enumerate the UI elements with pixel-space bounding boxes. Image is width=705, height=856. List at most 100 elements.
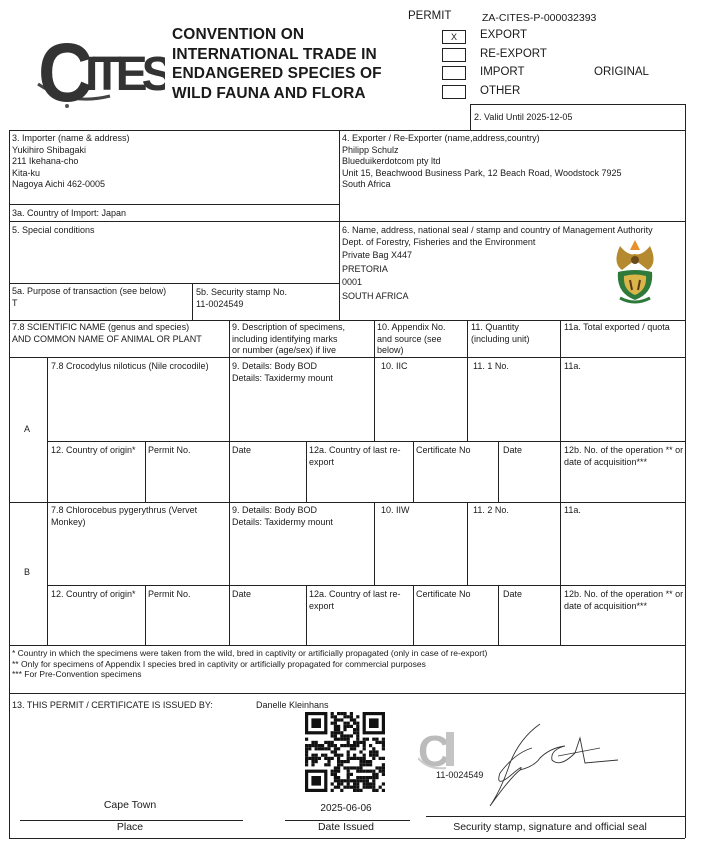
specimen-description: 9. Details: Body BOD Details: Taxidermy … (232, 505, 333, 528)
footnote: ** Only for specimens of Appendix I spec… (12, 658, 426, 669)
export-label: EXPORT (480, 29, 528, 41)
total-header: 11a. Total exported / quota (564, 322, 670, 332)
specimen-quantity: 11. 2 No. (473, 505, 509, 515)
place-label: Place (116, 821, 144, 833)
operation-number: 12b. No. of the operation ** or date of … (564, 445, 684, 467)
special-conditions-label: 5. Special conditions (12, 225, 95, 235)
description-line: Details: Taxidermy mount (232, 516, 333, 527)
security-stamp-image: C (417, 727, 478, 776)
certificate-no: Certificate No (416, 445, 471, 455)
importer-line: Yukihiro Shibagaki (12, 144, 87, 155)
quantity-header: 11. Quantity (including unit) (471, 322, 530, 345)
place-value: Cape Town (103, 799, 157, 811)
country-last-reexport: 12a. Country of last re-export (309, 445, 401, 467)
security-stamp-label: 5b. Security stamp No. (196, 287, 288, 297)
header-line: 10. Appendix No. (377, 322, 446, 332)
description-line: 9. Details: Body BOD (232, 505, 318, 515)
purpose-label: 5a. Purpose of transaction (see below) (12, 286, 167, 296)
specimen-description: 9. Details: Body BOD Details: Taxidermy … (232, 361, 333, 384)
date-issued-value: 2025-06-06 (320, 803, 372, 814)
certificate-no: Certificate No (416, 589, 471, 599)
permit-no: Permit No. (148, 445, 191, 455)
date: Date (232, 445, 252, 455)
description-header: 9. Description of specimens, including i… (232, 322, 345, 357)
security-stamp-section: 5b. Security stamp No. 11-0024549 (196, 287, 287, 310)
importer-section: 3. Importer (name & address) Yukihiro Sh… (12, 133, 130, 191)
country-of-origin: 12. Country of origin* (51, 445, 136, 455)
authority-section: 6. Name, address, national seal / stamp … (342, 225, 653, 302)
specimen-quantity: 11. 1 No. (473, 361, 509, 371)
importer-line: Nagoya Aichi 462-0005 (12, 179, 106, 189)
specimen-total: 11a. (564, 361, 581, 371)
signature-label: Security stamp, signature and official s… (453, 821, 647, 833)
purpose-section: 5a. Purpose of transaction (see below) T (12, 286, 166, 309)
title-line: INTERNATIONAL TRADE IN (172, 45, 377, 63)
permit-number: ZA-CITES-P-000032393 (482, 12, 597, 24)
coat-of-arms-seal (610, 238, 660, 306)
authority-line: SOUTH AFRICA (342, 290, 409, 301)
convention-title: CONVENTION ON INTERNATIONAL TRADE IN END… (172, 25, 382, 103)
authority-label: 6. Name, address, national seal / stamp … (342, 225, 653, 235)
export-checkbox[interactable]: X (442, 30, 466, 44)
country-of-import: 3a. Country of Import: Japan (12, 208, 127, 218)
header-line: including identifying marks (232, 333, 338, 344)
appendix-header: 10. Appendix No. and source (see below) (377, 322, 446, 357)
exporter-section: 4. Exporter / Re-Exporter (name,address,… (342, 133, 622, 191)
date: Date (503, 589, 523, 599)
original-label: ORIGINAL (594, 66, 649, 78)
re-export-checkbox[interactable] (442, 48, 466, 62)
qr-code (305, 712, 385, 792)
security-stamp-value: 11-0024549 (196, 298, 244, 309)
header-line: below) (377, 345, 404, 355)
importer-line: 211 Ikehana-cho (12, 156, 79, 166)
signature (480, 718, 630, 813)
description-line: Details: Taxidermy mount (232, 372, 333, 383)
valid-until: 2. Valid Until 2025-12-05 (474, 112, 573, 122)
country-of-origin: 12. Country of origin* (51, 589, 136, 599)
issued-by-label: 13. THIS PERMIT / CERTIFICATE IS ISSUED … (12, 700, 213, 710)
cites-logo: C ITES (30, 22, 179, 119)
importer-line: Kita-ku (12, 167, 41, 178)
other-checkbox[interactable] (442, 85, 466, 99)
specimen-total: 11a. (564, 505, 581, 515)
specimen-appendix: 10. IIC (381, 361, 408, 371)
date: Date (503, 445, 523, 455)
import-checkbox[interactable] (442, 66, 466, 80)
date: Date (232, 589, 252, 599)
authority-line: Private Bag X447 (342, 250, 413, 260)
permit-no: Permit No. (148, 589, 191, 599)
svg-text:C: C (418, 728, 450, 773)
footnotes: * Country in which the specimens were ta… (12, 648, 487, 680)
specimen-letter: B (24, 567, 31, 577)
exporter-line: South Africa (342, 179, 391, 189)
import-label: IMPORT (480, 66, 525, 78)
authority-line: 0001 (342, 277, 363, 287)
specimen-appendix: 10. IIW (381, 505, 410, 515)
purpose-value: T (12, 297, 18, 308)
header-line: or number (age/sex) if live (232, 345, 337, 355)
country-last-reexport: 12a. Country of last re-export (309, 589, 401, 611)
operation-number: 12b. No. of the operation ** or date of … (564, 589, 684, 611)
specimen-letter: A (24, 424, 31, 434)
header-line: 11. Quantity (471, 322, 519, 332)
title-line: CONVENTION ON (172, 26, 305, 43)
header-line: and source (see (377, 333, 442, 344)
footnote: * Country in which the specimens were ta… (12, 648, 488, 658)
authority-line: PRETORIA (342, 263, 388, 274)
svg-text:ITES: ITES (85, 48, 165, 101)
issuer-name: Danelle Kleinhans (256, 700, 329, 710)
re-export-label: RE-EXPORT (480, 48, 547, 60)
header-line: 9. Description of specimens, (232, 322, 346, 332)
title-line: ENDANGERED SPECIES OF (172, 65, 382, 82)
description-line: 9. Details: Body BOD (232, 361, 318, 371)
authority-line: Dept. of Forestry, Fisheries and the Env… (342, 236, 536, 247)
importer-label: 3. Importer (name & address) (12, 133, 130, 143)
header-line: (including unit) (471, 333, 530, 344)
exporter-line: Unit 15, Beachwood Business Park, 12 Bea… (342, 167, 622, 178)
footnote: *** For Pre-Convention specimens (12, 669, 142, 679)
specimen-name: 7.8 Crocodylus niloticus (Nile crocodile… (51, 361, 209, 371)
title-line: WILD FAUNA AND FLORA (172, 84, 366, 102)
exporter-label: 4. Exporter / Re-Exporter (name,address,… (342, 133, 540, 143)
date-issued-label: Date Issued (317, 821, 375, 833)
svg-text:C: C (38, 26, 91, 110)
